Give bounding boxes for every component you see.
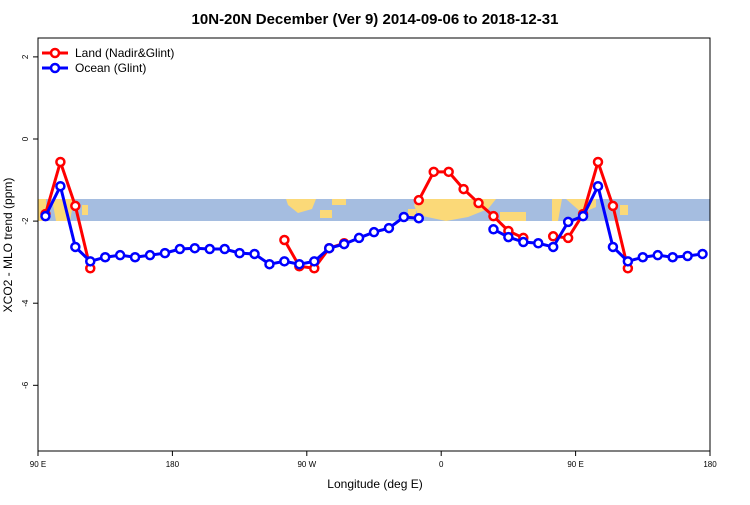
x-tick-label: 180 [166, 460, 180, 469]
x-axis-label: Longitude (deg E) [327, 477, 422, 491]
data-point [667, 251, 678, 263]
data-point [189, 242, 201, 254]
data-point [428, 166, 439, 178]
data-point [413, 194, 425, 206]
data-point [279, 256, 290, 267]
data-point [607, 241, 619, 253]
legend-marker [49, 62, 61, 74]
data-point [697, 248, 708, 260]
data-point [234, 247, 245, 259]
y-tick-label: -6 [21, 381, 30, 389]
x-tick-label: 0 [439, 460, 444, 469]
plot-frame [37, 37, 711, 452]
data-point [547, 241, 559, 253]
data-point [219, 243, 230, 255]
data-point [383, 222, 395, 234]
data-point [353, 232, 365, 244]
data-point [85, 256, 96, 267]
data-point [70, 200, 81, 212]
data-point [592, 180, 604, 192]
data-point [562, 216, 574, 228]
data-point [174, 243, 186, 255]
data-point [473, 197, 484, 209]
x-tick-label: 90 E [567, 460, 583, 469]
data-point [518, 236, 529, 248]
chart-title: 10N-20N December (Ver 9) 2014-09-06 to 2… [192, 11, 559, 28]
x-tick-label: 90 E [30, 460, 46, 469]
data-point [682, 250, 693, 262]
data-point [129, 251, 141, 263]
data-point [652, 249, 663, 261]
y-tick-label: 2 [21, 54, 30, 59]
data-point [55, 180, 66, 192]
data-point [577, 210, 589, 222]
data-point [413, 212, 425, 224]
data-point [264, 258, 275, 270]
data-point [443, 166, 454, 178]
legend-marker [49, 47, 61, 59]
data-point [309, 256, 320, 267]
data-point [592, 156, 604, 168]
data-point [562, 232, 574, 244]
y-tick-label: -4 [21, 299, 30, 307]
data-point [294, 258, 305, 270]
y-tick-label: -2 [21, 217, 30, 225]
data-point [637, 251, 649, 263]
data-point [368, 226, 380, 238]
data-point [533, 238, 544, 249]
legend-label: Land (Nadir&Glint) [75, 46, 174, 60]
data-point [458, 183, 469, 195]
data-point [249, 248, 260, 260]
data-point [55, 156, 66, 168]
data-point [204, 243, 215, 255]
data-point [547, 231, 559, 242]
data-point [622, 256, 634, 267]
x-tick-label: 180 [703, 460, 717, 469]
data-point [279, 234, 290, 246]
data-point [40, 210, 51, 222]
data-point [114, 249, 126, 261]
data-point [70, 241, 81, 253]
series-line [44, 181, 703, 266]
y-tick-label: 0 [21, 136, 30, 141]
data-point [607, 200, 619, 212]
data-point [323, 242, 335, 254]
data-point [338, 238, 350, 250]
data-point [398, 211, 410, 223]
data-point [503, 231, 514, 243]
data-point [99, 251, 111, 263]
y-axis-label: XCO2 - MLO trend (ppm) [1, 178, 15, 313]
data-point [488, 210, 499, 222]
legend-label: Ocean (Glint) [75, 61, 146, 75]
legend: Land (Nadir&Glint)Ocean (Glint) [42, 46, 174, 75]
data-point [488, 224, 499, 235]
data-point [159, 247, 171, 259]
data-point [144, 249, 156, 261]
x-tick-label: 90 W [297, 460, 316, 469]
